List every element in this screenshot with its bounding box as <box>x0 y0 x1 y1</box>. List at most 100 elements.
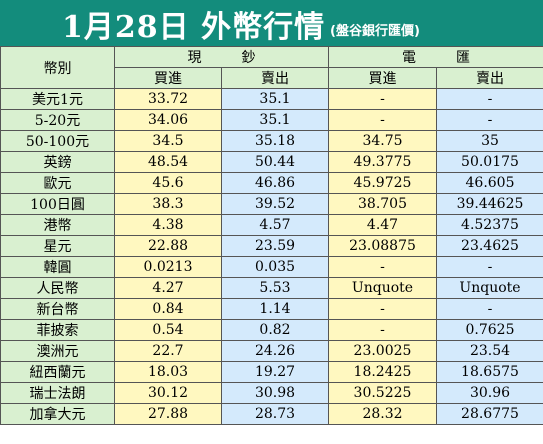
header-cash-buy: 買進 <box>114 67 222 89</box>
cash-sell-cell: 0.035 <box>221 256 329 278</box>
tt-buy-cell: 23.0025 <box>328 340 437 362</box>
table-row: 加拿大元 27.88 28.73 28.32 28.6775 <box>0 403 543 425</box>
cash-sell-cell: 5.53 <box>221 277 329 299</box>
tt-sell-cell: 4.52375 <box>436 214 543 236</box>
cash-buy-cell: 0.0213 <box>114 256 222 278</box>
cash-sell-cell: 35.1 <box>221 88 329 110</box>
tt-sell-cell: 46.605 <box>436 172 543 194</box>
tt-buy-cell: 28.32 <box>328 403 437 425</box>
cash-sell-cell: 35.18 <box>221 130 329 152</box>
tt-sell-cell: - <box>436 88 543 110</box>
table-row: 100日圓 38.3 39.52 38.705 39.44625 <box>0 193 543 215</box>
header-cash-sell: 賣出 <box>221 67 329 89</box>
cash-buy-cell: 38.3 <box>114 193 222 215</box>
cash-sell-cell: 46.86 <box>221 172 329 194</box>
tt-buy-cell: 18.2425 <box>328 361 437 383</box>
tt-sell-cell: 28.6775 <box>436 403 543 425</box>
currency-cell: 韓圓 <box>0 256 115 278</box>
header-tt-buy: 買進 <box>328 67 437 89</box>
currency-cell: 新台幣 <box>0 298 115 320</box>
tt-buy-cell: - <box>328 319 437 341</box>
cash-sell-cell: 39.52 <box>221 193 329 215</box>
currency-cell: 菲披索 <box>0 319 115 341</box>
tt-buy-cell: 49.3775 <box>328 151 437 173</box>
tt-sell-cell: 0.7625 <box>436 319 543 341</box>
page-title: 1月28日 外幣行情 <box>62 10 326 45</box>
currency-cell: 英鎊 <box>0 151 115 173</box>
tt-buy-cell: 23.08875 <box>328 235 437 257</box>
tt-buy-cell: Unquote <box>328 277 437 299</box>
cash-buy-cell: 0.54 <box>114 319 222 341</box>
table-row: 人民幣 4.27 5.53 Unquote Unquote <box>0 277 543 299</box>
rates-table: 幣別 現鈔 電匯 買進 賣出 買進 賣出 美元1元 33.72 35.1- -5-20… <box>0 46 543 425</box>
header-row-groups: 幣別 現鈔 電匯 <box>0 46 543 89</box>
tt-buy-cell: 4.47 <box>328 214 437 236</box>
tt-sell-cell: 50.0175 <box>436 151 543 173</box>
cash-sell-cell: 4.57 <box>221 214 329 236</box>
cash-sell-cell: 28.73 <box>221 403 329 425</box>
tt-buy-cell: 38.705 <box>328 193 437 215</box>
tt-sell-cell: - <box>436 109 543 131</box>
tt-buy-cell: 45.9725 <box>328 172 437 194</box>
tt-sell-cell: - <box>436 256 543 278</box>
currency-cell: 100日圓 <box>0 193 115 215</box>
cash-sell-cell: 50.44 <box>221 151 329 173</box>
table-row: 港幣 4.38 4.57 4.47 4.52375 <box>0 214 543 236</box>
table-row: 50-100元 34.5 35.18 34.75 35 <box>0 130 543 152</box>
table-row: 韓圓 0.0213 0.035- - <box>0 256 543 278</box>
currency-cell: 美元1元 <box>0 88 115 110</box>
cash-buy-cell: 22.7 <box>114 340 222 362</box>
table-row: 瑞士法朗 30.12 30.98 30.5225 30.96 <box>0 382 543 404</box>
table-row: 澳洲元 22.7 24.26 23.0025 23.54 <box>0 340 543 362</box>
tt-sell-cell: - <box>436 298 543 320</box>
currency-cell: 澳洲元 <box>0 340 115 362</box>
header-currency: 幣別 <box>0 46 115 89</box>
cash-buy-cell: 30.12 <box>114 382 222 404</box>
tt-sell-cell: Unquote <box>436 277 543 299</box>
cash-sell-cell: 35.1 <box>221 109 329 131</box>
tt-buy-cell: - <box>328 298 437 320</box>
tt-sell-cell: 23.54 <box>436 340 543 362</box>
cash-buy-cell: 48.54 <box>114 151 222 173</box>
tt-buy-cell: - <box>328 88 437 110</box>
table-row: 5-20元 34.06 35.1- - <box>0 109 543 131</box>
table-row: 歐元 45.6 46.86 45.9725 46.605 <box>0 172 543 194</box>
cash-buy-cell: 34.06 <box>114 109 222 131</box>
tt-sell-cell: 39.44625 <box>436 193 543 215</box>
cash-buy-cell: 18.03 <box>114 361 222 383</box>
header-cash: 現鈔 <box>114 46 329 68</box>
currency-cell: 歐元 <box>0 172 115 194</box>
currency-cell: 人民幣 <box>0 277 115 299</box>
tt-sell-cell: 30.96 <box>436 382 543 404</box>
currency-cell: 紐西蘭元 <box>0 361 115 383</box>
tt-buy-cell: - <box>328 109 437 131</box>
header-tt-sell: 賣出 <box>436 67 543 89</box>
tt-sell-cell: 23.4625 <box>436 235 543 257</box>
title-bar: 1月28日 外幣行情 (盤谷銀行匯價) <box>0 0 543 46</box>
currency-cell: 50-100元 <box>0 130 115 152</box>
cash-sell-cell: 24.26 <box>221 340 329 362</box>
cash-buy-cell: 22.88 <box>114 235 222 257</box>
table-row: 紐西蘭元 18.03 19.27 18.2425 18.6575 <box>0 361 543 383</box>
cash-sell-cell: 0.82 <box>221 319 329 341</box>
cash-buy-cell: 0.84 <box>114 298 222 320</box>
tt-buy-cell: 34.75 <box>328 130 437 152</box>
cash-buy-cell: 4.27 <box>114 277 222 299</box>
cash-sell-cell: 19.27 <box>221 361 329 383</box>
table-row: 星元 22.88 23.59 23.08875 23.4625 <box>0 235 543 257</box>
currency-cell: 瑞士法朗 <box>0 382 115 404</box>
cash-buy-cell: 33.72 <box>114 88 222 110</box>
source-note: (盤谷銀行匯價) <box>330 24 420 39</box>
header-telegraphic: 電匯 <box>328 46 543 68</box>
table-row: 菲披索 0.54 0.82-0.7625 <box>0 319 543 341</box>
cash-sell-cell: 23.59 <box>221 235 329 257</box>
cash-sell-cell: 1.14 <box>221 298 329 320</box>
cash-buy-cell: 34.5 <box>114 130 222 152</box>
cash-buy-cell: 27.88 <box>114 403 222 425</box>
cash-buy-cell: 4.38 <box>114 214 222 236</box>
tt-buy-cell: 30.5225 <box>328 382 437 404</box>
tt-sell-cell: 18.6575 <box>436 361 543 383</box>
currency-cell: 星元 <box>0 235 115 257</box>
currency-cell: 加拿大元 <box>0 403 115 425</box>
